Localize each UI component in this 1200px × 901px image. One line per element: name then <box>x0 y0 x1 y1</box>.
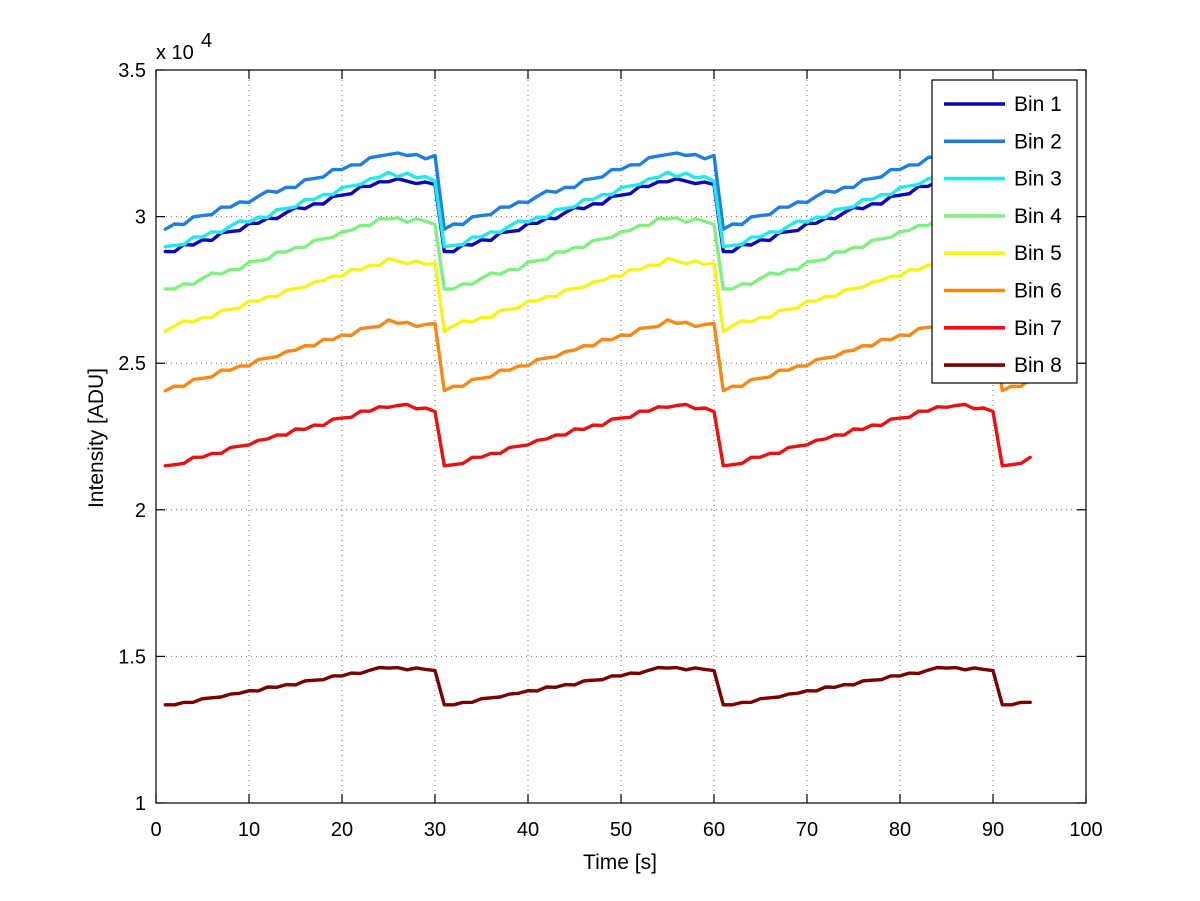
legend-label: Bin 3 <box>1014 168 1062 191</box>
x-tick-label: 10 <box>238 819 260 841</box>
legend-label: Bin 1 <box>1014 93 1062 116</box>
x-tick-label: 80 <box>889 819 911 841</box>
x-tick-label: 70 <box>796 819 818 841</box>
x-axis-label: Time [s] <box>583 851 657 874</box>
legend-label: Bin 7 <box>1014 317 1062 340</box>
legend-label: Bin 2 <box>1014 130 1062 153</box>
legend-box <box>931 79 1078 384</box>
legend-label: Bin 8 <box>1014 354 1062 377</box>
y-tick-label: 2.5 <box>118 353 146 375</box>
series-line-bin-4 <box>163 216 1032 291</box>
y-tick-label: 3 <box>135 207 146 229</box>
x-tick-label: 60 <box>703 819 725 841</box>
y-tick-label: 1 <box>135 793 146 815</box>
x-tick-label: 40 <box>517 819 539 841</box>
y-axis-label: Intensity [ADU] <box>85 368 108 508</box>
x-tick-label: 90 <box>982 819 1004 841</box>
x-tick-label: 0 <box>150 819 161 841</box>
series-line-bin-6 <box>163 318 1032 393</box>
x-tick-label: 100 <box>1069 819 1102 841</box>
y-exponent-power: 4 <box>201 30 212 52</box>
series-line-bin-3 <box>163 170 1032 249</box>
y-tick-label: 3.5 <box>118 60 146 82</box>
x-ticks: 0 10 20 30 40 50 60 70 80 90 100 <box>150 70 1103 841</box>
legend-label: Bin 4 <box>1014 205 1062 228</box>
series-line-bin-2 <box>163 151 1032 231</box>
y-exponent-label: x 10 <box>156 42 194 64</box>
legend: Bin 1 Bin 2 Bin 3 Bin 4 Bin 5 Bin 6 Bin 7 Bin 8 <box>931 79 1078 384</box>
grid <box>156 70 1086 803</box>
legend-label: Bin 6 <box>1014 280 1062 303</box>
x-tick-label: 50 <box>610 819 632 841</box>
y-tick-label: 2 <box>135 500 146 522</box>
series-line-bin-5 <box>163 256 1032 334</box>
x-tick-label: 20 <box>331 819 353 841</box>
series-line-bin-8 <box>163 665 1032 707</box>
y-tick-label: 1.5 <box>118 646 146 668</box>
series-group <box>163 151 1032 707</box>
x-tick-label: 30 <box>424 819 446 841</box>
y-ticks: 1 1.5 2 2.5 3 3.5 <box>118 60 1086 815</box>
series-line-bin-1 <box>163 177 1032 254</box>
series-line-bin-7 <box>163 402 1032 468</box>
legend-label: Bin 5 <box>1014 242 1062 265</box>
